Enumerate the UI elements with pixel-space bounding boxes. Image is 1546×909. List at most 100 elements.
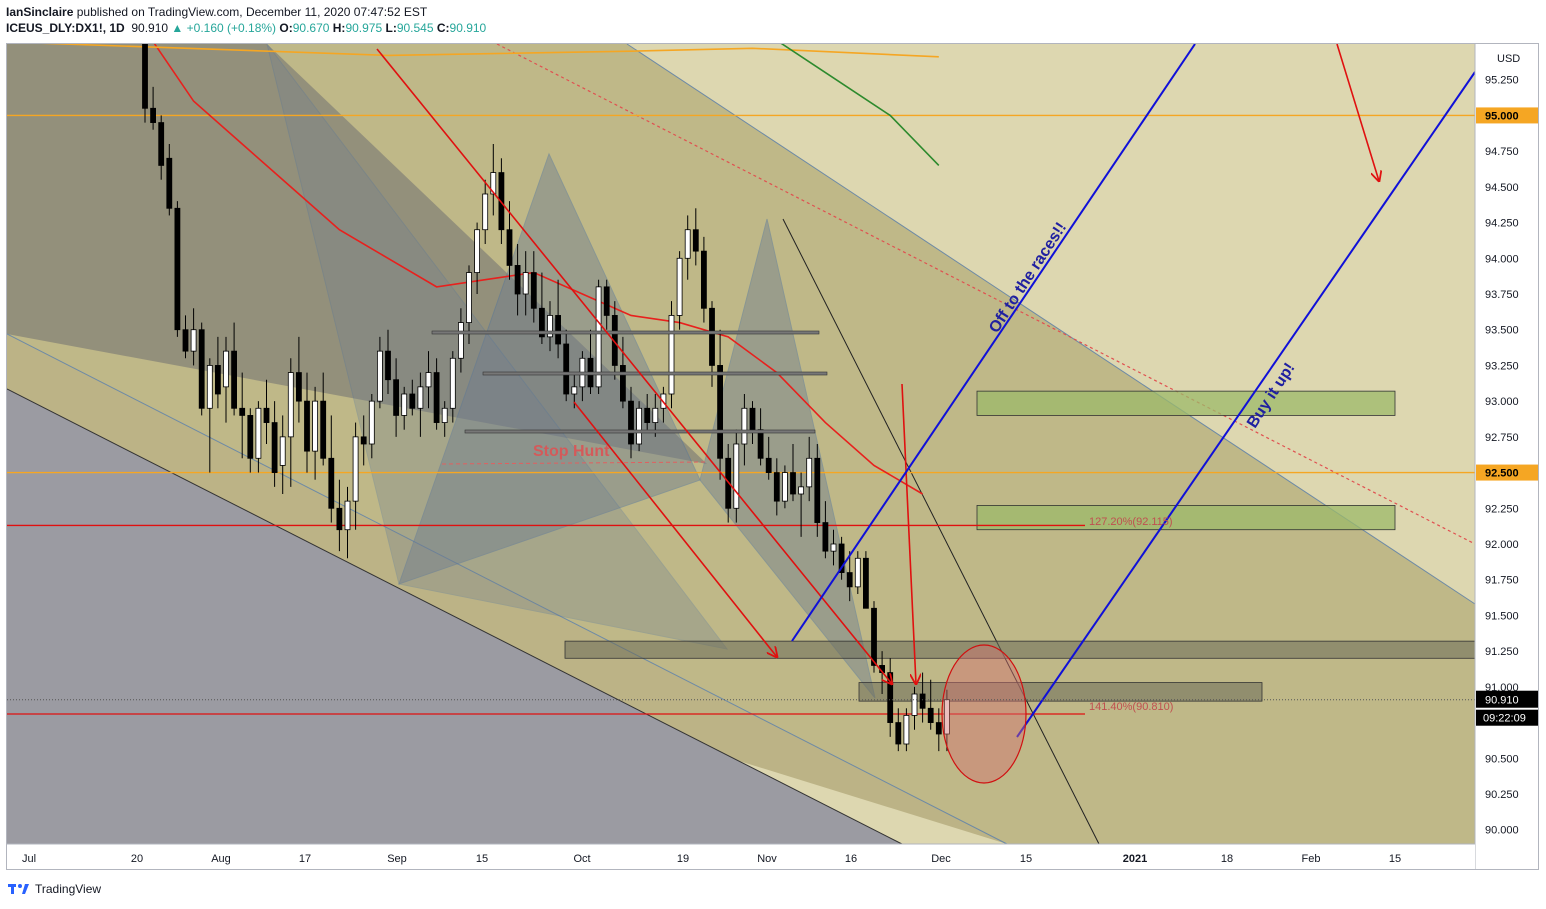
- candle-body: [457, 322, 464, 359]
- candle-body: [814, 457, 821, 523]
- red-arrow: [901, 383, 916, 684]
- price-tick-label: 93.750: [1485, 289, 1519, 301]
- close-value: 90.910: [449, 21, 487, 35]
- time-tick-label: Nov: [757, 853, 777, 865]
- candle-body: [863, 557, 869, 609]
- price-change: ▲ +0.160 (+0.18%): [171, 21, 277, 35]
- publisher-line: IanSinclaire published on TradingView.co…: [6, 4, 486, 20]
- candle-body: [628, 400, 634, 445]
- harmonic-pattern-2: [266, 44, 729, 650]
- channel-line-mid: [7, 333, 1008, 845]
- candle-body: [174, 207, 181, 331]
- fib-141-label: 141.40%(90.810): [1089, 701, 1173, 713]
- resistance-bar-1: [431, 330, 820, 335]
- candle-body: [142, 44, 148, 109]
- red-arrow: [573, 401, 777, 657]
- candle-body: [547, 315, 553, 338]
- candle-body: [684, 229, 691, 259]
- price-tick-label: 91.750: [1485, 575, 1519, 587]
- candle-body: [214, 365, 221, 395]
- candle-body: [198, 329, 205, 409]
- price-zone: [976, 390, 1396, 416]
- time-tick-label: 15: [1020, 853, 1032, 865]
- black-trendline: [782, 218, 1100, 845]
- last-price: 90.910: [131, 21, 169, 35]
- price-tick-label: 92.000: [1485, 539, 1519, 551]
- candle-body: [709, 307, 715, 366]
- candle-body: [506, 229, 513, 266]
- harmonic-pattern-1: [398, 152, 701, 585]
- time-tick-label: Dec: [931, 853, 951, 865]
- price-level-badge: [1476, 464, 1538, 481]
- tradingview-logo-icon[interactable]: [8, 882, 30, 896]
- candle-body: [571, 386, 578, 395]
- time-tick-label: 19: [677, 853, 689, 865]
- price-tick-label: 94.250: [1485, 218, 1519, 230]
- price-tick-label: 92.250: [1485, 503, 1519, 515]
- candle-body: [239, 407, 246, 416]
- candle-body: [620, 365, 626, 402]
- candle-body: [336, 507, 343, 531]
- time-tick-label: Aug: [211, 853, 231, 865]
- price-tick-label: 90.250: [1485, 789, 1519, 801]
- time-tick-label: 20: [131, 853, 143, 865]
- candle-body: [838, 543, 845, 573]
- candle-body: [433, 372, 440, 423]
- price-level-badge-label: 95.000: [1485, 110, 1519, 122]
- high-label: H:: [332, 21, 346, 35]
- candle-body: [182, 329, 189, 352]
- candle-body: [636, 407, 642, 445]
- price-tick-label: 93.000: [1485, 396, 1519, 408]
- price-tick-label: 91.500: [1485, 610, 1519, 622]
- blue-trendline-buy-it-up: [1016, 71, 1476, 738]
- candle-body: [401, 393, 408, 416]
- red-arrow: [1336, 44, 1379, 181]
- chart-header: IanSinclaire published on TradingView.co…: [6, 4, 486, 36]
- candle-body: [425, 372, 432, 388]
- open-value: 90.670: [292, 21, 330, 35]
- chart-area[interactable]: Stop Hunt Off to the races!! Buy it up! …: [6, 43, 1539, 870]
- time-tick-label: 2021: [1123, 853, 1147, 865]
- candle-body: [466, 272, 472, 323]
- time-tick-label: Sep: [387, 853, 407, 865]
- red-arrow: [376, 48, 892, 684]
- candle-body: [539, 307, 545, 338]
- candle-body: [247, 415, 254, 459]
- countdown-label: 09:22:09: [1483, 713, 1526, 725]
- candle-body: [846, 572, 853, 588]
- candle-body: [871, 607, 877, 666]
- price-tick-label: 92.750: [1485, 432, 1519, 444]
- price-zone: [858, 682, 1263, 702]
- candle-body: [595, 286, 602, 388]
- price-tick-label: 90.500: [1485, 753, 1519, 765]
- candle-body: [733, 443, 740, 509]
- time-axis[interactable]: [7, 844, 1475, 870]
- harmonic-pattern-3: [699, 218, 876, 699]
- candle-body: [611, 315, 618, 366]
- candle-body: [320, 400, 327, 459]
- candle-body: [692, 229, 699, 252]
- candle-body: [555, 315, 561, 345]
- candle-body: [563, 343, 570, 395]
- open-label: O:: [279, 21, 293, 35]
- symbol-label[interactable]: ICEUS_DLY:DX1!, 1D: [6, 21, 125, 35]
- channel-line-lower: [7, 388, 903, 845]
- candle-body: [603, 286, 610, 316]
- footer-brand[interactable]: TradingView: [35, 882, 102, 896]
- candle-body: [935, 722, 942, 735]
- candle-body: [895, 722, 902, 745]
- symbol-line: ICEUS_DLY:DX1!, 1D 90.910 ▲ +0.160 (+0.1…: [6, 20, 486, 36]
- candle-body: [344, 500, 351, 531]
- price-axis[interactable]: [1475, 44, 1539, 870]
- candle-body: [757, 429, 764, 459]
- candle-body: [376, 350, 383, 402]
- publisher-name[interactable]: IanSinclaire: [6, 5, 74, 19]
- time-tick-label: 16: [845, 853, 857, 865]
- price-chart[interactable]: Stop Hunt Off to the races!! Buy it up! …: [7, 44, 1539, 870]
- time-tick-label: 17: [299, 853, 311, 865]
- price-tick-label: 93.500: [1485, 325, 1519, 337]
- candle-body: [717, 365, 723, 459]
- candle-body: [312, 400, 319, 452]
- stop-hunt-label: Stop Hunt: [533, 443, 610, 460]
- harmonic-patterns: [266, 44, 876, 699]
